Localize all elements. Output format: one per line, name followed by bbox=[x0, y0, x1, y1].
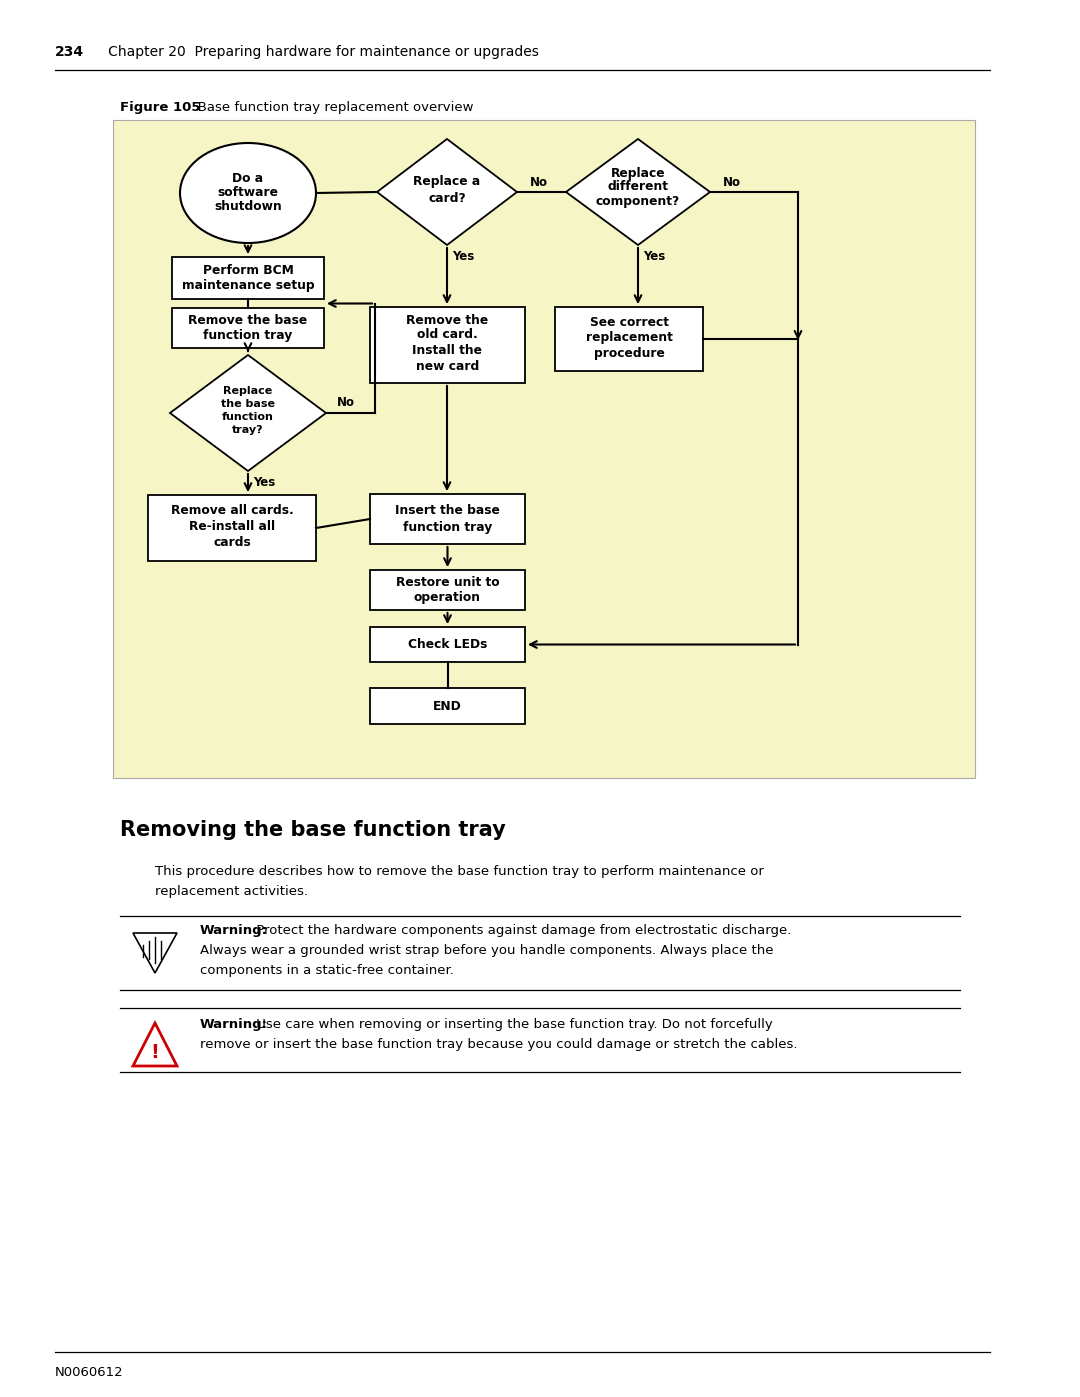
Text: Insert the base: Insert the base bbox=[395, 504, 500, 517]
Text: Yes: Yes bbox=[643, 250, 665, 263]
Text: N0060612: N0060612 bbox=[55, 1365, 123, 1379]
Text: Use care when removing or inserting the base function tray. Do not forcefully: Use care when removing or inserting the … bbox=[252, 1018, 773, 1031]
Text: 234: 234 bbox=[55, 45, 84, 59]
Text: Always wear a grounded wrist strap before you handle components. Always place th: Always wear a grounded wrist strap befor… bbox=[200, 944, 773, 957]
Text: Base function tray replacement overview: Base function tray replacement overview bbox=[185, 102, 473, 115]
Text: Replace: Replace bbox=[610, 168, 665, 180]
FancyBboxPatch shape bbox=[113, 120, 975, 778]
FancyBboxPatch shape bbox=[370, 627, 525, 662]
Text: components in a static-free container.: components in a static-free container. bbox=[200, 964, 454, 977]
Text: different: different bbox=[607, 180, 669, 194]
Text: Perform BCM: Perform BCM bbox=[203, 264, 294, 278]
FancyBboxPatch shape bbox=[148, 495, 316, 562]
FancyBboxPatch shape bbox=[370, 687, 525, 724]
Text: Re-install all: Re-install all bbox=[189, 520, 275, 532]
Text: Figure 105: Figure 105 bbox=[120, 102, 201, 115]
FancyBboxPatch shape bbox=[172, 257, 324, 299]
Text: This procedure describes how to remove the base function tray to perform mainten: This procedure describes how to remove t… bbox=[156, 865, 764, 877]
Text: the base: the base bbox=[221, 400, 275, 409]
Polygon shape bbox=[133, 1023, 177, 1066]
Text: Remove the base: Remove the base bbox=[188, 314, 308, 327]
Text: component?: component? bbox=[596, 194, 680, 208]
Text: Removing the base function tray: Removing the base function tray bbox=[120, 820, 505, 840]
Text: Yes: Yes bbox=[253, 475, 275, 489]
FancyBboxPatch shape bbox=[555, 307, 703, 372]
FancyBboxPatch shape bbox=[370, 570, 525, 610]
FancyBboxPatch shape bbox=[370, 307, 525, 383]
Text: Replace a: Replace a bbox=[414, 176, 481, 189]
Text: card?: card? bbox=[428, 191, 465, 204]
Text: No: No bbox=[337, 397, 355, 409]
FancyBboxPatch shape bbox=[172, 307, 324, 348]
Text: Protect the hardware components against damage from electrostatic discharge.: Protect the hardware components against … bbox=[252, 923, 792, 937]
Text: Restore unit to: Restore unit to bbox=[395, 577, 499, 590]
Polygon shape bbox=[133, 933, 177, 972]
Text: tray?: tray? bbox=[232, 425, 264, 434]
Text: Install the: Install the bbox=[413, 345, 483, 358]
Text: maintenance setup: maintenance setup bbox=[181, 279, 314, 292]
Text: cards: cards bbox=[213, 535, 251, 549]
Text: Warning:: Warning: bbox=[200, 1018, 268, 1031]
Text: Check LEDs: Check LEDs bbox=[408, 638, 487, 651]
Text: Do a: Do a bbox=[232, 172, 264, 186]
Text: Warning:: Warning: bbox=[200, 923, 268, 937]
Polygon shape bbox=[377, 138, 517, 244]
Text: replacement: replacement bbox=[585, 331, 673, 345]
Text: See correct: See correct bbox=[590, 317, 669, 330]
Text: Remove all cards.: Remove all cards. bbox=[171, 503, 294, 517]
Text: function: function bbox=[222, 412, 274, 422]
Text: Replace: Replace bbox=[224, 386, 272, 395]
Text: function tray: function tray bbox=[403, 521, 492, 534]
Text: remove or insert the base function tray because you could damage or stretch the : remove or insert the base function tray … bbox=[200, 1038, 797, 1051]
Text: new card: new card bbox=[416, 359, 480, 373]
Text: !: ! bbox=[150, 1042, 160, 1062]
Text: replacement activities.: replacement activities. bbox=[156, 886, 308, 898]
Text: shutdown: shutdown bbox=[214, 201, 282, 214]
Text: procedure: procedure bbox=[594, 346, 664, 359]
Text: No: No bbox=[723, 176, 741, 189]
Ellipse shape bbox=[180, 142, 316, 243]
Text: Chapter 20  Preparing hardware for maintenance or upgrades: Chapter 20 Preparing hardware for mainte… bbox=[95, 45, 539, 59]
FancyBboxPatch shape bbox=[370, 495, 525, 543]
Text: software: software bbox=[217, 187, 279, 200]
Text: No: No bbox=[530, 176, 548, 189]
Polygon shape bbox=[170, 355, 326, 471]
Polygon shape bbox=[566, 138, 710, 244]
Text: Yes: Yes bbox=[451, 250, 474, 263]
Text: operation: operation bbox=[414, 591, 481, 605]
Text: function tray: function tray bbox=[203, 328, 293, 341]
Text: old card.: old card. bbox=[417, 328, 477, 341]
Text: Remove the: Remove the bbox=[406, 314, 488, 327]
Text: END: END bbox=[433, 700, 462, 712]
